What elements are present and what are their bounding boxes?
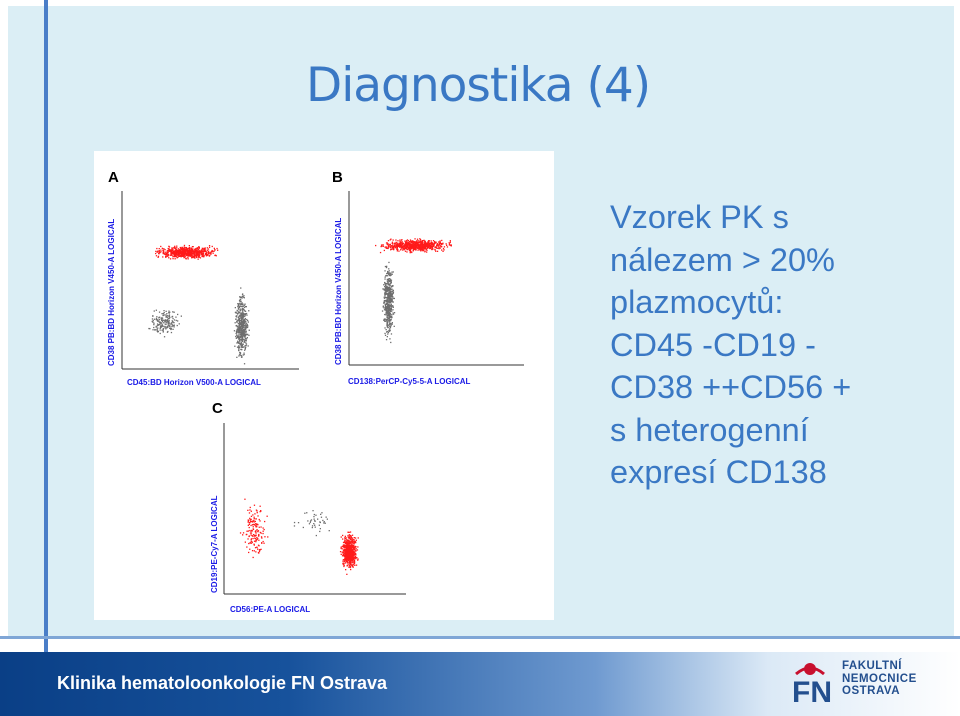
logo-mark: FN (792, 676, 832, 709)
body-line: expresí CD138 (610, 454, 827, 490)
accent-vertical-line (44, 0, 48, 710)
logo-line: NEMOCNICE (842, 672, 917, 685)
panel-b: B CD38 PB:BD Horizon V450-A LOGICAL CD13… (332, 169, 524, 386)
panel-b-y-label: CD38 PB:BD Horizon V450-A LOGICAL (334, 218, 343, 365)
footer-bar (0, 652, 960, 716)
body-line: plazmocytů: (610, 284, 784, 320)
body-line: CD45 -CD19 - (610, 326, 816, 363)
slide-title: Diagnostika (4) (306, 58, 651, 113)
body-line: CD38 ++CD56 + (610, 369, 852, 405)
panel-c-letter: C (212, 400, 223, 417)
panel-c: C CD19:PE-Cy7-A LOGICAL CD56:PE-A LOGICA… (210, 400, 406, 614)
panel-a-letter: A (108, 169, 119, 186)
panel-c-x-label: CD56:PE-A LOGICAL (230, 605, 310, 614)
fno-logo-icon: FN (792, 663, 832, 709)
body-line: Vzorek PK s (610, 199, 789, 235)
body-line: s heterogenní (610, 411, 809, 448)
panel-b-x-label: CD138:PerCP-Cy5-5-A LOGICAL (348, 377, 471, 386)
logo-text: FAKULTNÍ NEMOCNICE OSTRAVA (842, 660, 917, 698)
panel-b-letter: B (332, 169, 343, 186)
panel-a-y-label: CD38 PB:BD Horizon V450-A LOGICAL (107, 219, 116, 366)
panel-a: A CD38 PB:BD Horizon V450-A LOGICAL CD45… (107, 169, 299, 387)
slide-body-text: Vzorek PK s nálezem > 20% plazmocytů: CD… (610, 196, 950, 494)
panel-c-y-label: CD19:PE-Cy7-A LOGICAL (210, 495, 219, 593)
footer-text: Klinika hematoloonkologie FN Ostrava (57, 673, 388, 693)
body-line: nálezem > 20% (610, 241, 835, 278)
flow-cytometry-figure: A CD38 PB:BD Horizon V450-A LOGICAL CD45… (94, 151, 554, 620)
logo-line: OSTRAVA (842, 685, 901, 697)
logo-line: FAKULTNÍ (842, 660, 903, 672)
panel-a-x-label: CD45:BD Horizon V500-A LOGICAL (127, 378, 261, 387)
flow-cytometry-plots: A CD38 PB:BD Horizon V450-A LOGICAL CD45… (107, 169, 524, 614)
accent-horizontal-line (0, 636, 960, 639)
